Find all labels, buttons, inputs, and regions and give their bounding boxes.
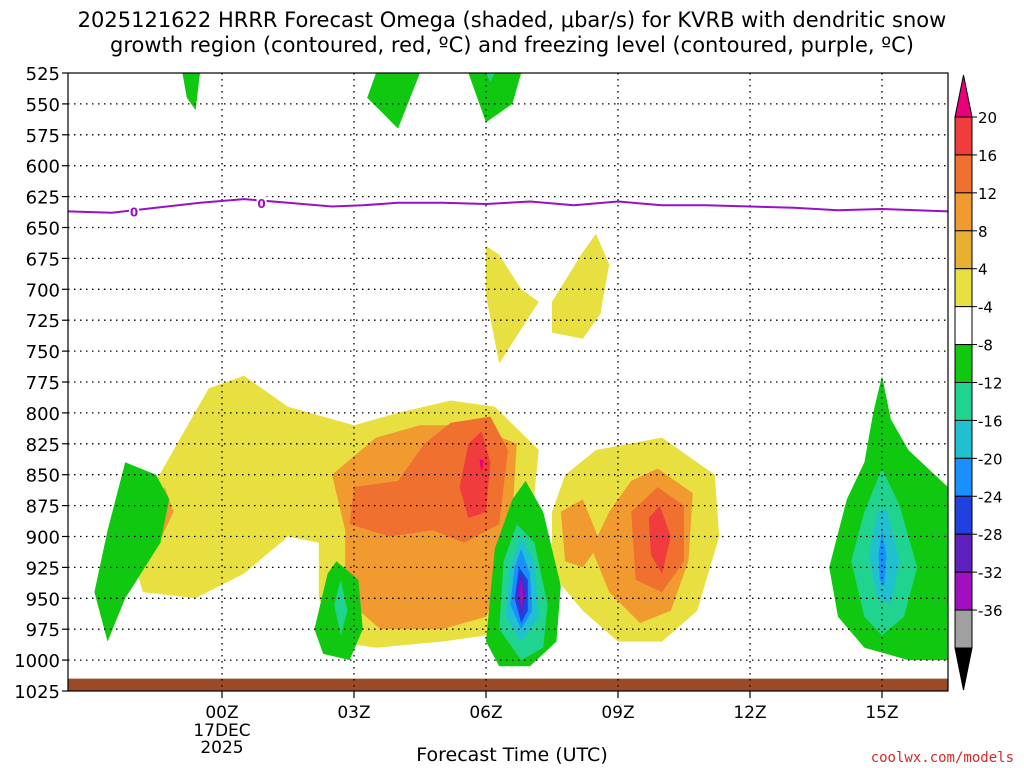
colorbar-label-5: -4 — [978, 299, 993, 317]
y-tick-label-700: 700 — [26, 280, 60, 301]
colorbar-bin-12 — [954, 571, 973, 611]
shade-yellow-700-b — [552, 233, 610, 339]
colorbar-bin-2 — [954, 192, 973, 232]
x-tick-label-12Z: 12Z — [733, 703, 766, 723]
shade-red-right — [648, 505, 671, 574]
y-tick-label-575: 575 — [26, 126, 60, 147]
colorbar-label-1: 16 — [978, 147, 997, 165]
colorbar-label-12: -32 — [978, 564, 1003, 582]
x-date-day: 17DEC — [193, 721, 250, 741]
shade-green-550-a — [182, 73, 200, 111]
y-tick-label-1000: 1000 — [14, 651, 60, 672]
colorbar-bin-0 — [954, 116, 973, 156]
y-tick-label-675: 675 — [26, 249, 60, 270]
colorbar-bin-13 — [954, 609, 973, 649]
colorbar-label-13: -36 — [978, 602, 1003, 620]
shade-red-mid — [459, 431, 491, 518]
y-axis: 525 550 575 600 625 650 675 700 725 750 775 800 825 8… — [14, 64, 68, 703]
y-tick-label-875: 875 — [26, 497, 60, 518]
y-tick-label-825: 825 — [26, 435, 60, 456]
colorbar-label-0: 20 — [978, 109, 997, 127]
shade-yellow-700-a — [486, 246, 539, 364]
y-tick-label-750: 750 — [26, 342, 60, 363]
x-tick-label-15Z: 15Z — [865, 703, 898, 723]
shade-orange-right-b — [560, 499, 601, 568]
colorbar-bin-5 — [954, 306, 973, 346]
shade-cyan-top — [486, 73, 495, 82]
colorbar-label-4: 4 — [978, 261, 988, 279]
y-tick-label-800: 800 — [26, 404, 60, 425]
colorbar-bin-1 — [954, 154, 973, 194]
colorbar-bin-10 — [954, 495, 973, 535]
shade-green-550-c — [468, 73, 522, 123]
colorbar-bin-3 — [954, 230, 973, 270]
colorbar: 20 16 12 8 4 -4 -8 -12 -16 -20 -24 -28 -32 -36 — [954, 74, 1003, 691]
colorbar-label-3: 8 — [978, 223, 988, 241]
colorbar-label-10: -24 — [978, 488, 1003, 506]
omega-shading — [68, 73, 948, 691]
freezing-level-line — [67, 198, 949, 214]
x-axis-label: Forecast Time (UTC) — [416, 744, 608, 766]
shade-violet-mid-b — [519, 579, 524, 609]
y-tick-label-525: 525 — [26, 64, 60, 85]
freezing-label-1: 0 — [257, 197, 265, 211]
x-tick-label-00Z: 00Z — [205, 703, 238, 723]
shade-blue-right — [878, 530, 887, 586]
freezing-level: 00 — [67, 196, 949, 220]
x-tick-label-09Z: 09Z — [601, 703, 634, 723]
freezing-label-bg-0 — [129, 204, 139, 219]
shade-magenta-mid — [479, 459, 484, 473]
colorbar-label-6: -8 — [978, 337, 993, 355]
y-tick-label-650: 650 — [26, 219, 60, 240]
x-tick-label-03Z: 03Z — [337, 703, 370, 723]
colorbar-label-2: 12 — [978, 185, 997, 203]
y-tick-label-950: 950 — [26, 589, 60, 610]
colorbar-bin-9 — [954, 457, 973, 497]
y-tick-label-600: 600 — [26, 157, 60, 178]
freezing-label-bg-1 — [256, 196, 267, 211]
title-line-2: growth region (contoured, red, ºC) and f… — [110, 33, 914, 57]
colorbar-bin-7 — [954, 382, 973, 421]
colorbar-bin-11 — [954, 533, 973, 573]
colorbar-top-triangle — [954, 74, 973, 118]
colorbar-label-9: -20 — [978, 450, 1003, 468]
colorbar-label-11: -28 — [978, 526, 1003, 544]
shade-green-left — [94, 462, 170, 642]
x-tick-label-06Z: 06Z — [469, 703, 502, 723]
x-date-year: 2025 — [200, 738, 243, 758]
credit-link[interactable]: coolwx.com/models — [870, 750, 1014, 766]
y-tick-label-775: 775 — [26, 373, 60, 394]
colorbar-bin-4 — [954, 268, 973, 308]
y-tick-label-725: 725 — [26, 311, 60, 332]
title-line-1: 2025121622 HRRR Forecast Omega (shaded, … — [77, 8, 947, 32]
colorbar-bin-8 — [954, 419, 973, 459]
y-tick-label-900: 900 — [26, 528, 60, 549]
shade-teal-mid-a — [334, 579, 348, 636]
colorbar-label-7: -12 — [978, 375, 1003, 393]
colorbar-label-8: -16 — [978, 412, 1003, 430]
y-tick-label-1025: 1025 — [14, 682, 60, 703]
grid — [68, 73, 948, 691]
colorbar-bin-6 — [954, 344, 973, 384]
freezing-label-0: 0 — [130, 206, 138, 220]
surface-strip — [68, 678, 948, 691]
y-tick-label-925: 925 — [26, 558, 60, 579]
y-tick-label-850: 850 — [26, 466, 60, 487]
colorbar-bottom-triangle — [954, 647, 973, 691]
y-tick-label-975: 975 — [26, 620, 60, 641]
y-tick-label-625: 625 — [26, 188, 60, 209]
y-tick-label-550: 550 — [26, 95, 60, 116]
shade-green-550-b — [367, 73, 420, 129]
